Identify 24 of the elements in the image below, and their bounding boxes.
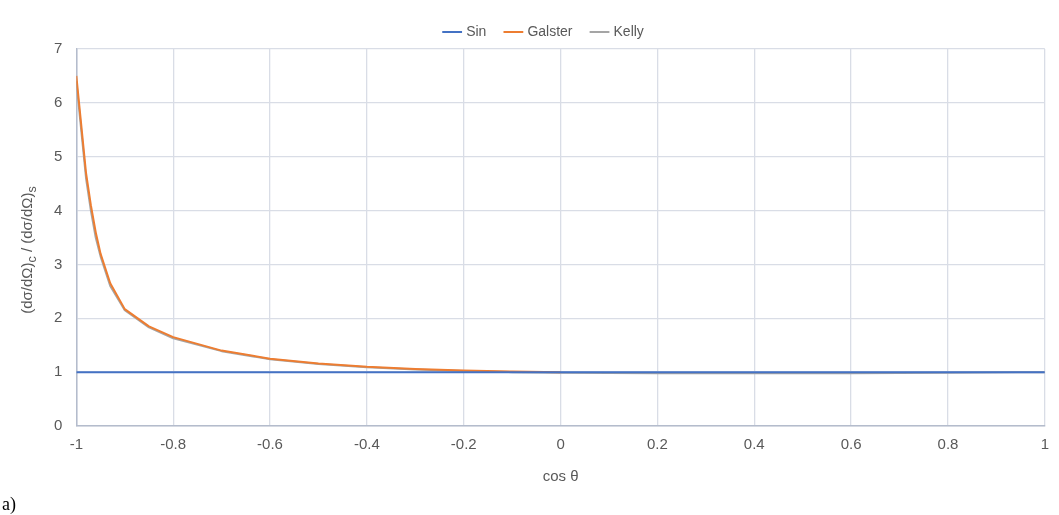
y-tick-label: 7	[54, 39, 63, 57]
y-tick-label: 4	[54, 200, 63, 218]
y-tick-label: 5	[54, 146, 63, 164]
x-tick-label: 0	[556, 435, 565, 453]
x-tick-label: -1	[69, 435, 84, 453]
x-axis-title: cos θ	[542, 467, 579, 485]
y-tick-label: 1	[54, 362, 63, 380]
x-tick-label: 0.4	[743, 435, 765, 453]
y-tick-label: 3	[54, 254, 63, 272]
x-tick-label: -0.2	[450, 435, 477, 453]
y-tick-label: 2	[54, 308, 63, 326]
x-tick-label: 0.2	[647, 435, 668, 453]
legend-label: Sin	[466, 22, 487, 39]
x-tick-label: 0.8	[937, 435, 959, 453]
legend-label: Galster	[527, 22, 573, 39]
y-tick-label: 6	[54, 93, 63, 110]
x-tick-label: -0.4	[353, 435, 380, 453]
x-tick-label: 1	[1040, 435, 1049, 453]
x-tick-label: -0.8	[160, 435, 187, 453]
x-tick-label: -0.6	[257, 435, 283, 453]
x-tick-label: 0.6	[840, 435, 862, 453]
text: a)	[2, 494, 16, 515]
legend-label: Kelly	[613, 22, 644, 39]
y-tick-label: 0	[54, 416, 63, 434]
